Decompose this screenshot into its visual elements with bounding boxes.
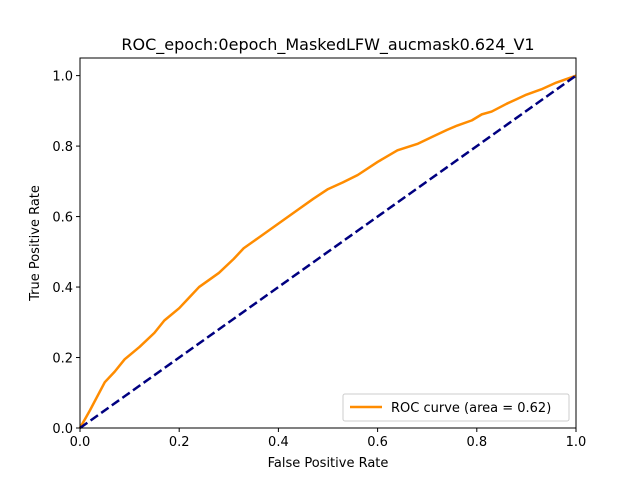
- axes-frame: [79, 57, 577, 429]
- chart-title: ROC_epoch:0epoch_MaskedLFW_aucmask0.624_…: [121, 35, 534, 55]
- y-tick-label: 0.8: [52, 140, 73, 155]
- x-tick-label: 0.2: [169, 435, 190, 450]
- x-tick-label: 0.4: [268, 435, 289, 450]
- x-tick-label: 1.0: [566, 435, 587, 450]
- plot-area: 0.0 0.2 0.4 0.6 0.8 1.0 0.0 0.2 0.4 0.6 0.8 1.0: [52, 57, 587, 450]
- y-tick-label: 0.0: [52, 422, 73, 437]
- y-tick-label: 0.2: [52, 352, 73, 367]
- legend-label-roc: ROC curve (area = 0.62): [391, 401, 551, 416]
- chance-diagonal-line: [79, 74, 577, 430]
- y-axis-label: True Positive Rate: [28, 185, 43, 302]
- x-tick-label: 0.8: [466, 435, 487, 450]
- x-axis-label: False Positive Rate: [268, 456, 389, 471]
- legend-box: [342, 393, 570, 422]
- y-tick-label: 1.0: [52, 70, 73, 85]
- y-axis-ticks: 0.0 0.2 0.4 0.6 0.8 1.0: [52, 70, 80, 437]
- legend: ROC curve (area = 0.62): [342, 393, 570, 422]
- y-tick-label: 0.4: [52, 281, 73, 296]
- x-tick-label: 0.0: [70, 435, 91, 450]
- x-axis-ticks: 0.0 0.2 0.4 0.6 0.8 1.0: [70, 428, 587, 450]
- y-tick-label: 0.6: [52, 211, 73, 226]
- x-tick-label: 0.6: [367, 435, 388, 450]
- roc-curve-line: [78, 74, 577, 429]
- series-layer: [78, 74, 577, 430]
